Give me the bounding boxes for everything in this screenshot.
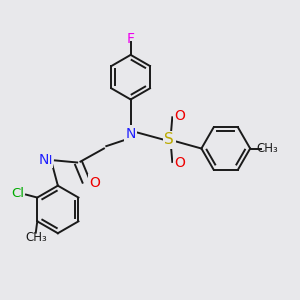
- Text: CH₃: CH₃: [25, 232, 47, 244]
- Text: O: O: [89, 176, 100, 190]
- Text: S: S: [164, 132, 174, 147]
- Text: CH₃: CH₃: [256, 142, 278, 155]
- Text: O: O: [174, 109, 185, 123]
- Text: F: F: [127, 32, 135, 46]
- Text: O: O: [174, 156, 185, 170]
- Text: N: N: [39, 153, 49, 167]
- Text: H: H: [43, 154, 52, 167]
- Text: Cl: Cl: [11, 187, 24, 200]
- Text: N: N: [125, 127, 136, 141]
